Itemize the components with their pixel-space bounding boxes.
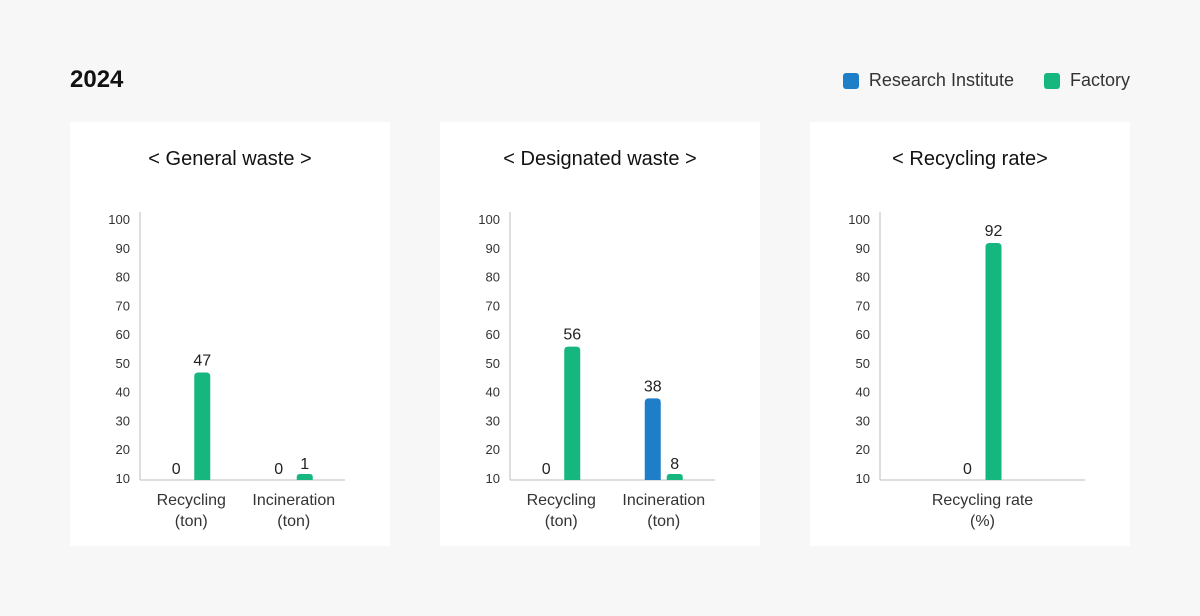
x-category-label: Incineration: [622, 492, 705, 509]
data-label: 92: [985, 223, 1003, 240]
x-category-label: Incineration: [252, 492, 335, 509]
x-category-label: (ton): [175, 513, 208, 530]
chart-panel-recycling-rate: < Recycling rate> 10 20 30 40 50 60 70 80 90 100 R…: [810, 122, 1130, 546]
data-label: 0: [172, 461, 181, 478]
chart-title: < Recycling rate>: [892, 148, 1048, 170]
legend-swatch-research-institute: [842, 72, 859, 89]
data-label: 47: [193, 353, 211, 370]
y-tick-label: 100: [848, 212, 870, 227]
legend: Research Institute Factory: [842, 70, 1130, 91]
legend-label-factory: Factory: [1069, 70, 1130, 90]
chart-panel-general-waste: < General waste > 10 20 30 40 50 60 70 80 90 100 R…: [70, 122, 390, 546]
y-tick-label: 60: [856, 327, 870, 342]
bar-factory: [296, 474, 313, 480]
y-tick-label: 20: [856, 442, 870, 457]
data-label: 0: [542, 461, 551, 478]
y-tick-label: 90: [856, 241, 870, 256]
chart-title: < General waste >: [148, 148, 312, 170]
bar-factory: [985, 243, 1002, 480]
y-tick-label: 90: [486, 241, 500, 256]
x-category-label: (ton): [545, 513, 578, 530]
y-tick-label: 90: [116, 241, 130, 256]
y-tick-label: 70: [856, 298, 870, 313]
y-tick-label: 30: [856, 413, 870, 428]
y-tick-label: 60: [116, 327, 130, 342]
legend-item-factory: Factory: [1043, 70, 1130, 91]
x-category-label: (ton): [277, 513, 310, 530]
y-tick-label: 10: [486, 471, 500, 486]
chart-svg-recycling-rate: 10 20 30 40 50 60 70 80 90 100 Recycling rate (%) 0 9…: [848, 212, 1085, 530]
data-label: 38: [644, 378, 662, 395]
y-tick-label: 30: [116, 413, 130, 428]
data-label: 0: [274, 461, 283, 478]
y-tick-label: 10: [856, 471, 870, 486]
y-tick-label: 40: [856, 385, 870, 400]
data-label: 1: [300, 456, 309, 473]
data-label: 8: [670, 456, 679, 473]
year-heading: 2024: [70, 66, 124, 93]
y-tick-label: 40: [116, 385, 130, 400]
y-tick-label: 40: [486, 385, 500, 400]
x-category-label: (ton): [647, 513, 680, 530]
y-tick-label: 50: [116, 356, 130, 371]
y-tick-label: 70: [116, 298, 130, 313]
x-category-label: Recycling: [157, 492, 226, 509]
y-tick-label: 10: [116, 471, 130, 486]
data-label: 0: [963, 461, 972, 478]
y-tick-label: 20: [486, 442, 500, 457]
y-tick-label: 100: [108, 212, 130, 227]
y-tick-label: 80: [856, 270, 870, 285]
y-tick-label: 70: [486, 298, 500, 313]
y-tick-label: 80: [116, 270, 130, 285]
y-tick-label: 50: [856, 356, 870, 371]
y-tick-label: 20: [116, 442, 130, 457]
y-tick-label: 30: [486, 413, 500, 428]
bar-factory: [194, 372, 211, 480]
legend-swatch-factory: [1043, 72, 1060, 89]
bar-factory: [666, 474, 683, 480]
bar-research-institute: [644, 398, 661, 480]
x-category-label: (%): [970, 513, 995, 530]
y-tick-label: 80: [486, 270, 500, 285]
data-label: 56: [563, 327, 581, 344]
x-category-label: Recycling: [527, 492, 596, 509]
y-tick-label: 50: [486, 356, 500, 371]
y-tick-label: 60: [486, 327, 500, 342]
legend-item-research-institute: Research Institute: [842, 70, 1014, 91]
chart-svg-general-waste: 102030405060708090100Recycling(ton)047In…: [108, 212, 345, 530]
legend-label-research-institute: Research Institute: [868, 70, 1014, 90]
y-tick-label: 100: [478, 212, 500, 227]
chart-svg-designated-waste: 10 20 30 40 50 60 70 80 90 100 Recycling (ton) 0 56 In…: [478, 212, 715, 530]
x-category-label: Recycling rate: [932, 492, 1033, 509]
chart-title: < Designated waste >: [503, 148, 697, 170]
chart-panel-designated-waste: < Designated waste > 10 20 30 40 50 60 70 80 90 1…: [440, 122, 760, 546]
bar-factory: [564, 346, 581, 480]
